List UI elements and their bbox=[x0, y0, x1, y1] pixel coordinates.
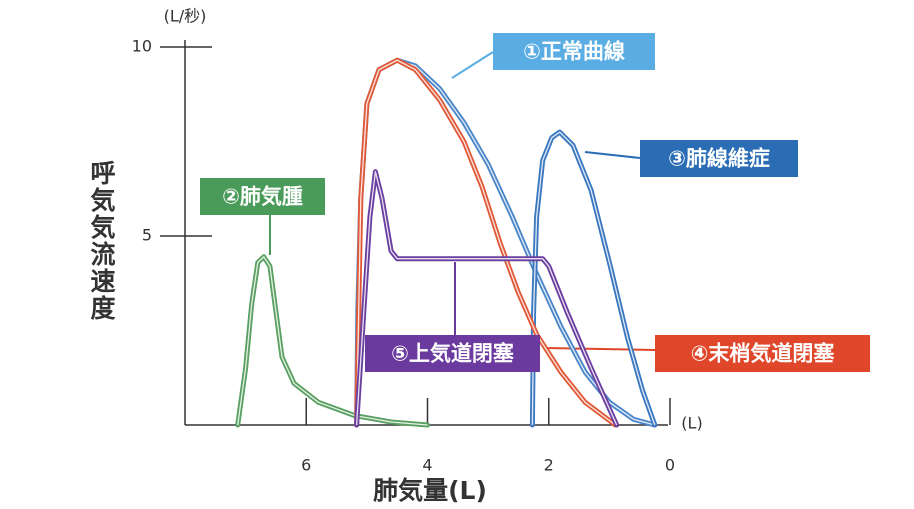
x-tick-label: 4 bbox=[422, 456, 432, 475]
leader-line bbox=[451, 51, 494, 79]
series-label: ①正常曲線 bbox=[523, 40, 625, 64]
x-unit: (L) bbox=[681, 414, 702, 433]
label-box bbox=[655, 335, 870, 372]
leader-line bbox=[544, 347, 656, 351]
series-label: ⑤上気道閉塞 bbox=[391, 342, 515, 366]
series-line bbox=[354, 169, 620, 428]
label-box bbox=[493, 33, 655, 70]
x-tick-label: 2 bbox=[544, 456, 554, 475]
series-line-highlight bbox=[355, 59, 616, 426]
series-line-highlight bbox=[531, 131, 656, 426]
x-tick-label: 0 bbox=[665, 456, 675, 475]
x-tick-label: 6 bbox=[301, 456, 311, 475]
y-unit: (L/秒) bbox=[164, 7, 207, 26]
series-label: ③肺線維症 bbox=[668, 147, 770, 171]
label-box bbox=[365, 335, 540, 372]
series-label: ④末梢気道閉塞 bbox=[691, 342, 836, 366]
series-label: ②肺気腫 bbox=[222, 185, 303, 209]
x-axis-label: 肺気量(L) bbox=[373, 476, 487, 505]
y-axis-label: 呼気気流速度 bbox=[87, 160, 116, 322]
label-box bbox=[640, 140, 798, 177]
series-line-highlight bbox=[355, 171, 618, 426]
y-tick-label: 5 bbox=[142, 226, 152, 245]
y-tick-label: 10 bbox=[132, 37, 152, 56]
leader-line bbox=[584, 151, 641, 159]
label-box bbox=[200, 178, 325, 215]
